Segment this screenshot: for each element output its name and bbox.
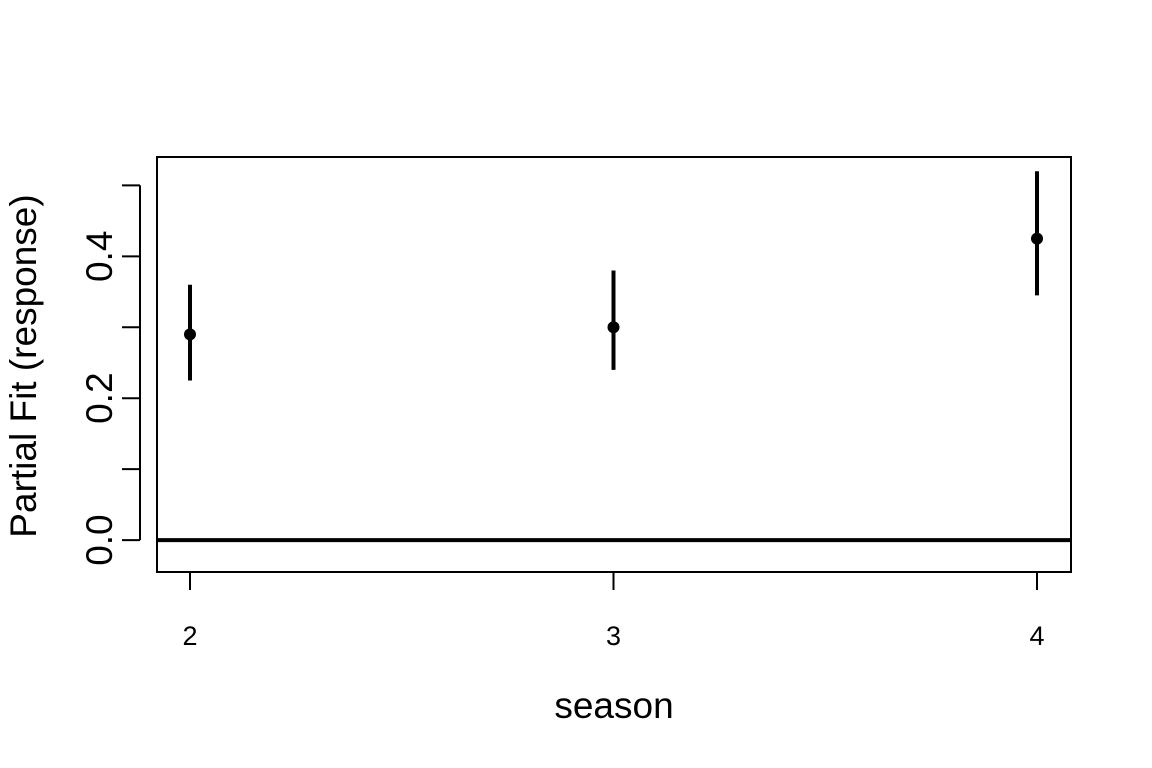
y-tick-label: 0.4 — [79, 231, 120, 282]
data-marks — [157, 171, 1071, 543]
x-axis: 2 3 4 — [182, 571, 1045, 651]
y-tick-label: 0.2 — [79, 372, 120, 423]
x-tick-label: 2 — [182, 621, 197, 651]
data-point — [1031, 232, 1043, 245]
x-axis-label: season — [554, 685, 673, 726]
data-point — [607, 321, 620, 334]
x-tick-label: 4 — [1029, 621, 1044, 651]
y-axis: 0.0 0.2 0.4 — [79, 184, 141, 566]
y-axis-label: Partial Fit (response) — [3, 194, 44, 537]
data-point — [184, 328, 196, 341]
y-tick-label: 0.0 — [79, 514, 120, 565]
x-tick-label: 3 — [606, 621, 621, 651]
